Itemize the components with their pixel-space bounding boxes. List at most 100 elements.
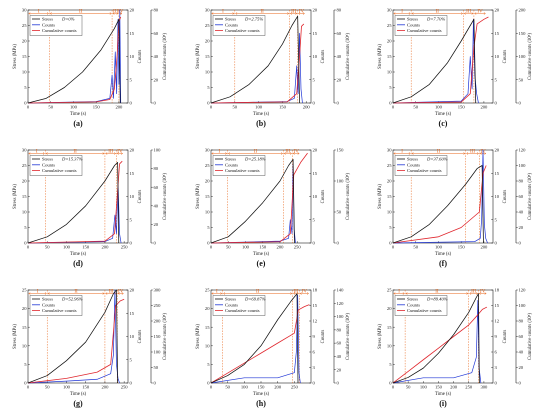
counts-tick-label: 15 [495,171,500,176]
counts-tick-label: 15 [130,311,135,316]
stress-tick-label: 0 [207,381,210,386]
stress-tick-label: 10 [387,210,392,215]
stress-tick-label: 20 [387,39,392,44]
cumulative-tick-label: 80 [519,319,524,324]
legend-box [212,15,266,36]
x-tick-label: 0 [27,385,30,390]
stress-tick-label: 25 [22,163,27,168]
legend-damage: D=89.40% [426,297,448,302]
cumulative-tick-label: 80 [154,166,159,171]
stress-tick-label: 5 [389,225,392,230]
x-tick-label: 0 [210,385,213,390]
stage-label: II [436,10,440,15]
cumulative-tick-label: 0 [154,381,157,386]
cumulative-tick-label: 200 [154,319,162,324]
stress-tick-label: 5 [207,85,210,90]
cumulative-axis-label: Cumulative counts (10⁵) [527,33,533,80]
stress-tick-label: 10 [205,70,210,75]
stage-label: IV [118,290,124,295]
x-tick-label: 250 [465,385,473,390]
cumulative-tick-label: 80 [337,8,342,13]
stage-arrowhead-right [471,12,474,15]
stage-arrowhead-left [211,12,214,15]
stress-tick-label: 0 [389,381,392,386]
stress-tick-label: 20 [205,39,210,44]
counts-axis-label: Counts [503,190,508,204]
stress-tick-label: 25 [205,163,210,168]
cumulative-tick-label: 40 [337,54,342,59]
stage-label: IV [480,290,486,295]
stage-arrowhead-right [297,152,300,155]
stage-arrowhead-left [393,152,396,155]
x-tick-label: 250 [121,385,129,390]
counts-tick-label: 0 [130,241,133,246]
stage-arrowhead-left [223,292,226,295]
x-tick-label: 200 [277,245,285,250]
counts-axis-label: Counts [138,50,143,64]
x-axis-label: Time (s) [253,252,270,257]
x-axis-label: Time (s) [435,252,452,257]
cumulative-tick-label: 80 [519,179,524,184]
counts-axis-label: Counts [138,190,143,204]
stress-tick-label: 15 [22,54,27,59]
x-tick-label: 50 [406,385,411,390]
stage-arrowhead-left [478,292,481,295]
cumulative-axis-label: Cumulative counts (10⁵) [527,313,533,360]
x-tick-label: 0 [210,105,213,110]
stage-arrowhead-right [289,152,293,155]
x-tick-label: 150 [458,245,466,250]
stress-tick-label: 5 [24,85,27,90]
x-tick-label: 150 [82,385,90,390]
stress-tick-label: 15 [387,194,392,199]
x-axis-label: Time (s) [70,112,87,117]
x-tick-label: 200 [115,105,123,110]
stage-arrowhead-right [225,152,228,155]
cumulative-tick-label: 250 [154,303,162,308]
cumulative-tick-label: 40 [519,350,524,355]
x-tick-label: 0 [210,245,213,250]
x-axis-label: Time (s) [70,392,87,397]
cumulative-tick-label: 150 [519,31,527,36]
counts-tick-label: 15 [313,31,318,36]
stage-arrowhead-right [306,292,309,295]
stress-tick-label: 20 [22,39,27,44]
stress-tick-label: 20 [205,179,210,184]
stage-arrowhead-left [474,12,477,15]
counts-tick-label: 20 [130,148,135,153]
legend-entry: Cumulative counts [407,308,442,313]
stress-tick-label: 20 [387,306,392,311]
stage-label: II [256,290,260,295]
stress-tick-label: 10 [22,70,27,75]
cumulative-tick-label: 120 [337,301,345,306]
stage-label: I [398,290,400,295]
stage-arrowhead-left [105,292,108,295]
stage-arrowhead-right [290,292,293,295]
cumulative-tick-label: 80 [154,8,159,13]
stage-label: II [79,10,83,15]
cumulative-tick-label: 60 [337,31,342,36]
stress-tick-label: 20 [387,179,392,184]
stage-arrowhead-left [393,292,396,295]
cumulative-tick-label: 0 [154,101,157,106]
x-tick-label: 50 [233,105,238,110]
x-tick-label: 250 [294,245,302,250]
counts-tick-label: 0 [495,241,498,246]
stage-arrowhead-right [116,12,119,15]
stage-arrowhead-left [411,152,414,155]
counts-tick-label: 15 [495,303,500,308]
legend-damage: D=0% [61,17,75,22]
legend-entry: Cumulative counts [225,168,260,173]
stage-arrowhead-right [121,292,124,295]
legend-entry: Cumulative counts [407,168,442,173]
stress-tick-label: 25 [205,288,210,293]
legend-entry: Stress [407,157,418,162]
cumulative-tick-label: 50 [337,210,342,215]
stress-tick-label: 25 [387,23,392,28]
counts-tick-label: 20 [495,148,500,153]
counts-tick-label: 0 [313,241,316,246]
cumulative-series [392,16,489,104]
cumulative-tick-label: 40 [154,203,159,208]
stress-tick-label: 15 [387,54,392,59]
